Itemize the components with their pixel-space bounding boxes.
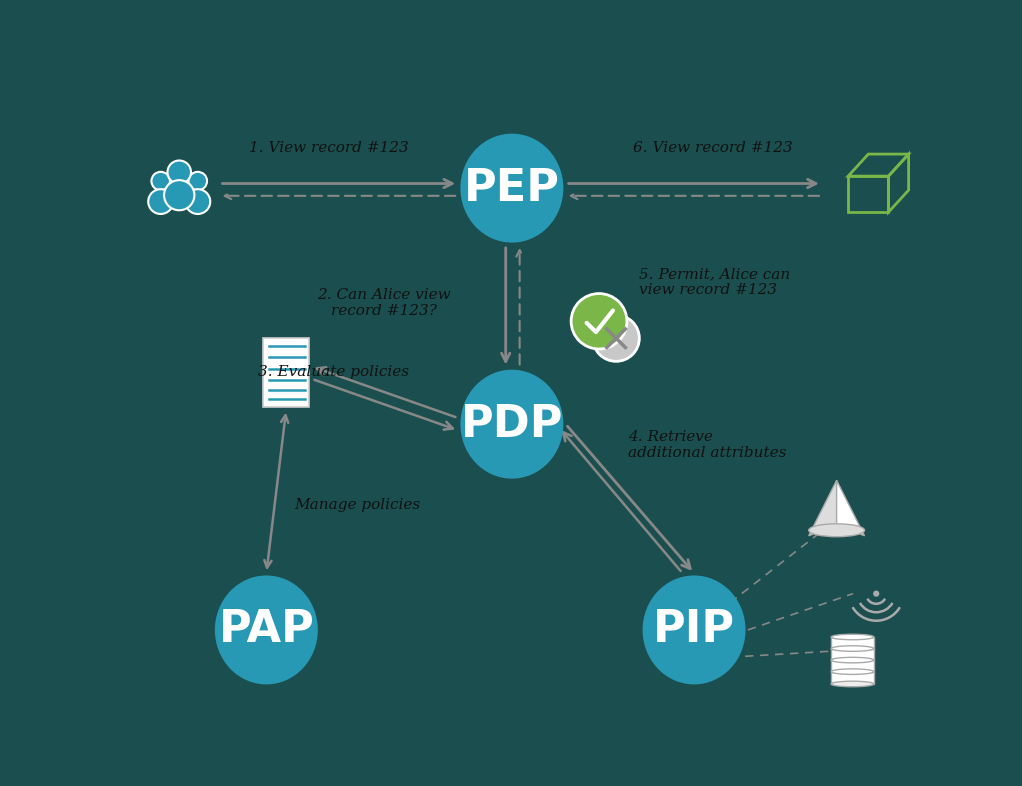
Ellipse shape bbox=[831, 669, 874, 674]
Ellipse shape bbox=[831, 634, 874, 640]
Ellipse shape bbox=[460, 134, 563, 243]
Text: 4. Retrieve
additional attributes: 4. Retrieve additional attributes bbox=[628, 430, 786, 461]
Text: 1. View record #123: 1. View record #123 bbox=[249, 141, 409, 155]
Ellipse shape bbox=[643, 575, 745, 685]
Circle shape bbox=[168, 160, 191, 184]
Circle shape bbox=[151, 172, 170, 190]
Circle shape bbox=[873, 590, 879, 597]
Text: PIP: PIP bbox=[653, 608, 735, 652]
Ellipse shape bbox=[148, 189, 173, 214]
Circle shape bbox=[571, 293, 626, 349]
Ellipse shape bbox=[808, 523, 865, 537]
Polygon shape bbox=[837, 480, 865, 536]
Text: 3. Evaluate policies: 3. Evaluate policies bbox=[258, 365, 409, 379]
Ellipse shape bbox=[165, 180, 194, 211]
Text: 2. Can Alice view
record #123?: 2. Can Alice view record #123? bbox=[317, 288, 451, 318]
Ellipse shape bbox=[831, 657, 874, 663]
Ellipse shape bbox=[831, 646, 874, 652]
Text: PEP: PEP bbox=[464, 167, 560, 210]
Circle shape bbox=[593, 315, 640, 362]
Ellipse shape bbox=[831, 681, 874, 687]
Circle shape bbox=[188, 172, 207, 190]
Text: 6. View record #123: 6. View record #123 bbox=[633, 141, 793, 155]
FancyBboxPatch shape bbox=[263, 338, 310, 407]
Text: PAP: PAP bbox=[219, 608, 315, 652]
Ellipse shape bbox=[460, 369, 563, 479]
Bar bbox=[831, 660, 874, 672]
Bar bbox=[831, 648, 874, 661]
Ellipse shape bbox=[185, 189, 211, 214]
Polygon shape bbox=[808, 480, 837, 536]
Bar bbox=[831, 637, 874, 649]
Text: PDP: PDP bbox=[461, 402, 563, 446]
Bar bbox=[831, 672, 874, 684]
Ellipse shape bbox=[215, 575, 318, 685]
Text: 5. Permit, Alice can
view record #123: 5. Permit, Alice can view record #123 bbox=[639, 266, 790, 297]
Text: Manage policies: Manage policies bbox=[294, 498, 421, 512]
